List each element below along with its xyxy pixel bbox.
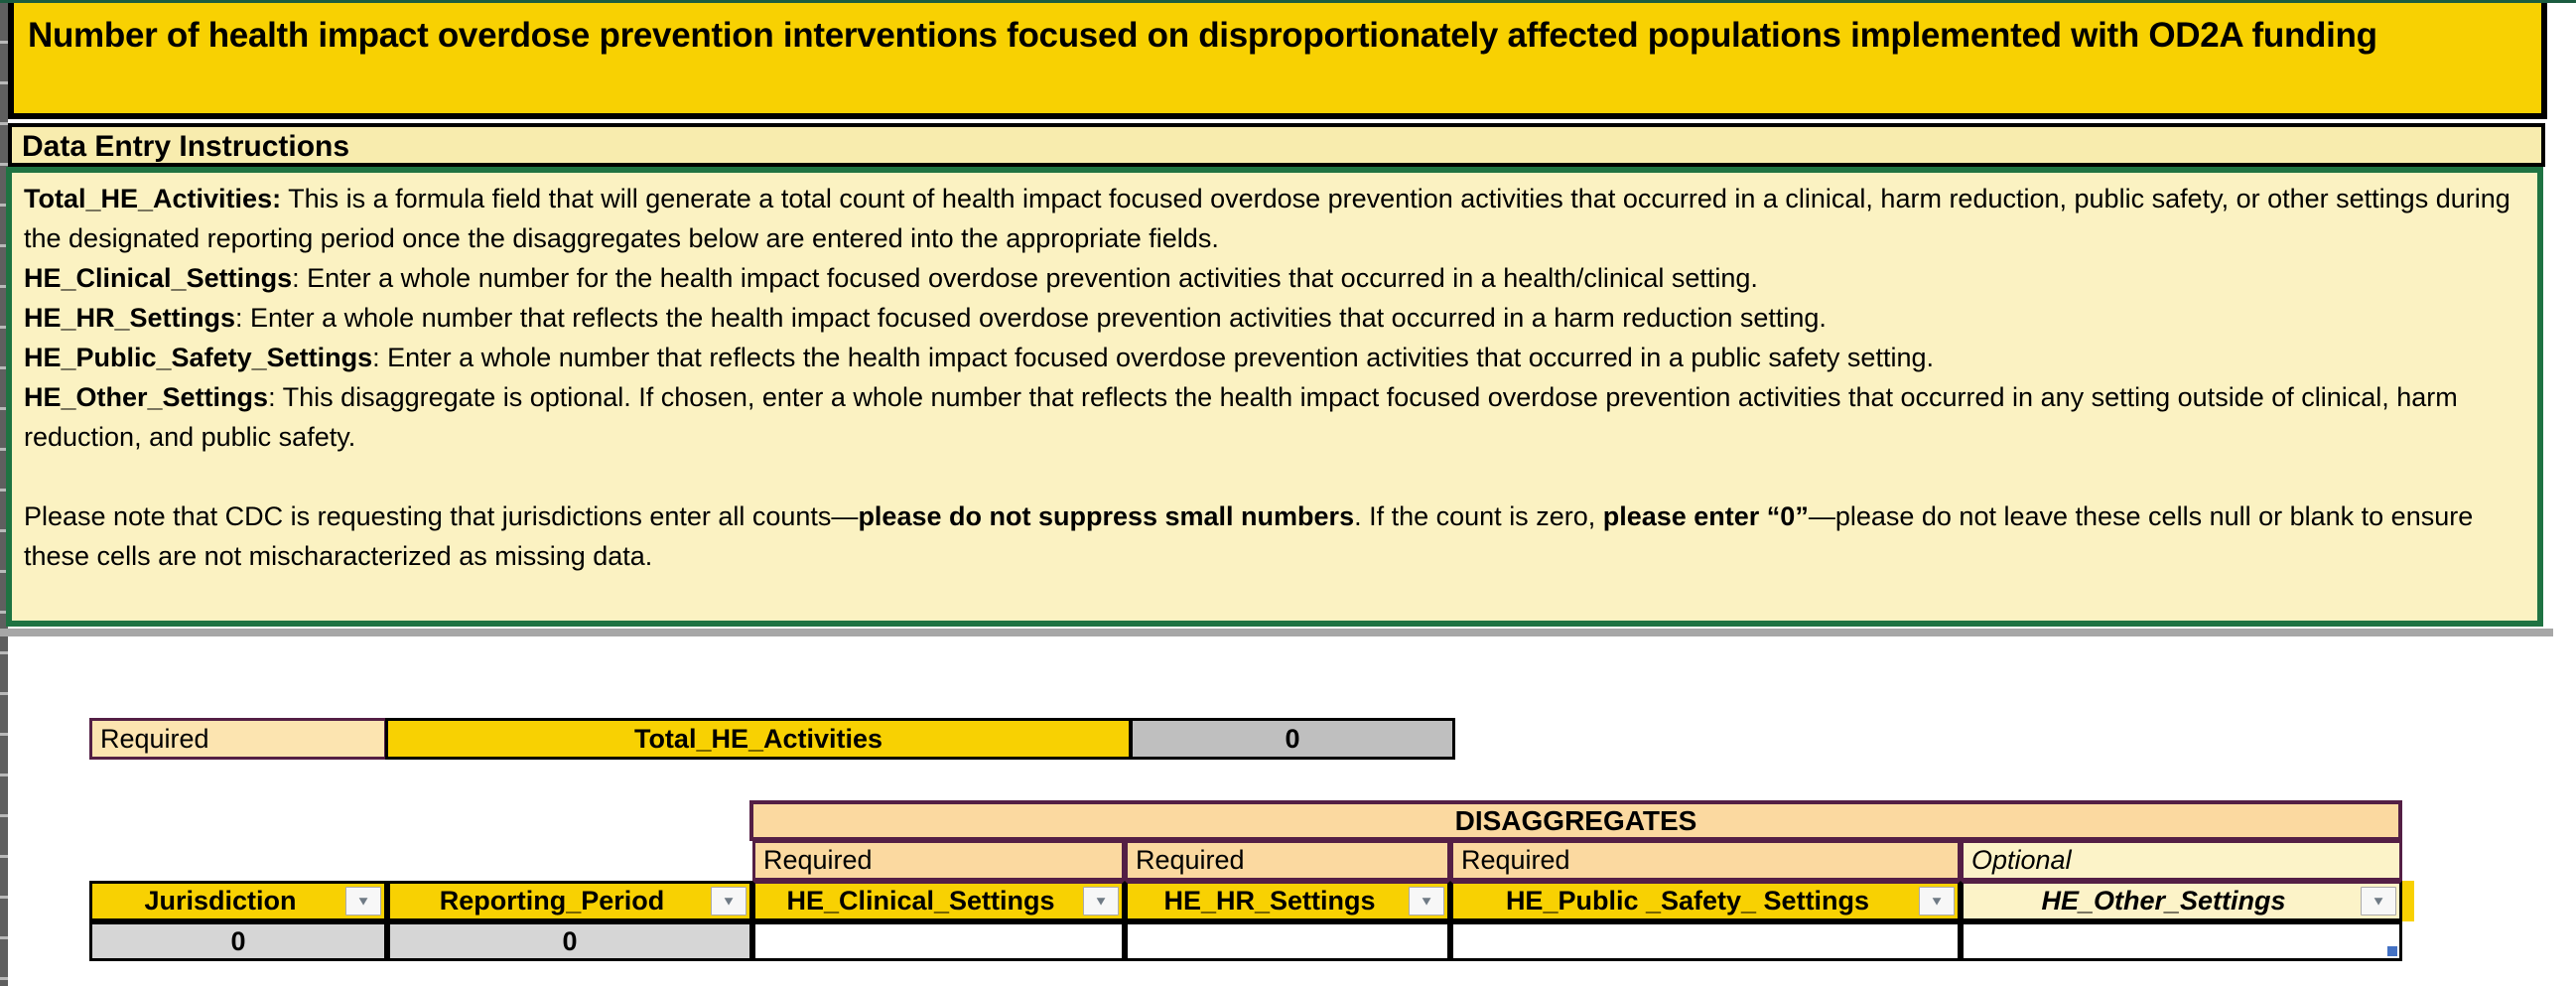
total-requirement-label: Required bbox=[100, 723, 209, 754]
cell-flag-marker bbox=[2387, 946, 2397, 956]
filter-dropdown-icon: ▼ bbox=[721, 894, 737, 909]
column-header-he-clinical-settings[interactable]: HE_Clinical_Settings ▼ bbox=[752, 881, 1125, 921]
total-he-activities-label: Total_HE_Activities bbox=[633, 723, 883, 754]
requirement-label: Required bbox=[1136, 845, 1245, 875]
column-header-label: HE_HR_Settings bbox=[1163, 886, 1376, 916]
instruction-paragraph: HE_HR_Settings: Enter a whole number tha… bbox=[24, 303, 1827, 333]
column-header-reporting-period[interactable]: Reporting_Period ▼ bbox=[387, 881, 752, 921]
data-cell[interactable] bbox=[1125, 921, 1450, 961]
requirement-cell[interactable]: Required bbox=[1125, 840, 1450, 881]
requirement-label: Required bbox=[1461, 845, 1570, 875]
filter-dropdown-icon: ▼ bbox=[2371, 894, 2386, 909]
filter-dropdown-button[interactable]: ▼ bbox=[1083, 887, 1119, 916]
data-cell[interactable] bbox=[752, 921, 1125, 961]
filter-dropdown-icon: ▼ bbox=[1419, 894, 1434, 909]
total-he-activities-header-cell[interactable]: Total_HE_Activities bbox=[385, 718, 1132, 760]
filter-dropdown-button[interactable]: ▼ bbox=[1919, 887, 1955, 916]
instruction-paragraph: HE_Public_Safety_Settings: Enter a whole… bbox=[24, 343, 1934, 372]
filter-dropdown-button[interactable]: ▼ bbox=[711, 887, 746, 916]
filter-dropdown-icon: ▼ bbox=[1929, 894, 1945, 909]
column-header-he-hr-settings[interactable]: HE_HR_Settings ▼ bbox=[1125, 881, 1450, 921]
total-requirement-cell[interactable]: Required bbox=[89, 718, 387, 760]
column-header-label: Reporting_Period bbox=[439, 886, 665, 916]
total-he-activities-value: 0 bbox=[1285, 723, 1300, 754]
metric-title-cell[interactable]: Number of health impact overdose prevent… bbox=[8, 3, 2547, 119]
column-header-label: HE_Public _Safety_ Settings bbox=[1505, 886, 1870, 916]
metric-title: Number of health impact overdose prevent… bbox=[28, 16, 2377, 55]
column-header-label: HE_Clinical_Settings bbox=[786, 886, 1055, 916]
column-header-label: Jurisdiction bbox=[144, 886, 297, 916]
data-cell[interactable] bbox=[1961, 921, 2402, 961]
instructions-box[interactable]: Total_HE_Activities: This is a formula f… bbox=[6, 167, 2543, 627]
disaggregates-banner-cell: DISAGGREGATES bbox=[749, 800, 2402, 841]
data-cell[interactable]: 0 bbox=[387, 921, 752, 961]
data-cell-value: 0 bbox=[230, 925, 246, 956]
column-header-jurisdiction[interactable]: Jurisdiction ▼ bbox=[89, 881, 387, 921]
instructions-text: Total_HE_Activities: This is a formula f… bbox=[12, 173, 2537, 576]
instructions-header: Data Entry Instructions bbox=[22, 130, 350, 163]
section-divider bbox=[0, 629, 2553, 636]
filter-dropdown-button[interactable]: ▼ bbox=[2361, 887, 2396, 916]
instruction-paragraph: HE_Clinical_Settings: Enter a whole numb… bbox=[24, 263, 1758, 293]
column-header-label: HE_Other_Settings bbox=[2041, 886, 2286, 916]
instruction-paragraph bbox=[24, 457, 2523, 496]
instructions-header-cell[interactable]: Data Entry Instructions bbox=[8, 123, 2545, 167]
filter-dropdown-button[interactable]: ▼ bbox=[345, 887, 381, 916]
requirement-cell[interactable]: Required bbox=[752, 840, 1125, 881]
instruction-paragraph: Total_HE_Activities: This is a formula f… bbox=[24, 184, 2510, 253]
filter-dropdown-button[interactable]: ▼ bbox=[1409, 887, 1444, 916]
column-header-he-other-settings[interactable]: HE_Other_Settings ▼ bbox=[1961, 881, 2402, 921]
requirement-label: Optional bbox=[1971, 845, 2072, 875]
requirement-cell[interactable]: Required bbox=[1450, 840, 1961, 881]
requirement-cell[interactable]: Optional bbox=[1961, 840, 2402, 881]
filter-dropdown-icon: ▼ bbox=[1093, 894, 1109, 909]
requirement-label: Required bbox=[763, 845, 873, 875]
adjacent-column-sliver bbox=[2402, 881, 2414, 921]
total-he-activities-value-cell[interactable]: 0 bbox=[1130, 718, 1455, 760]
data-cell[interactable]: 0 bbox=[89, 921, 387, 961]
instruction-paragraph: HE_Other_Settings: This disaggregate is … bbox=[24, 382, 2458, 452]
column-header-he-public-safety-settings[interactable]: HE_Public _Safety_ Settings ▼ bbox=[1450, 881, 1961, 921]
pane-divider bbox=[0, 3, 8, 986]
disaggregates-banner-label: DISAGGREGATES bbox=[1454, 804, 1697, 836]
sheet-top-border bbox=[0, 0, 2576, 3]
data-cell-value: 0 bbox=[562, 925, 578, 956]
filter-dropdown-icon: ▼ bbox=[355, 894, 371, 909]
data-cell[interactable] bbox=[1450, 921, 1961, 961]
instruction-paragraph: Please note that CDC is requesting that … bbox=[24, 501, 2474, 571]
